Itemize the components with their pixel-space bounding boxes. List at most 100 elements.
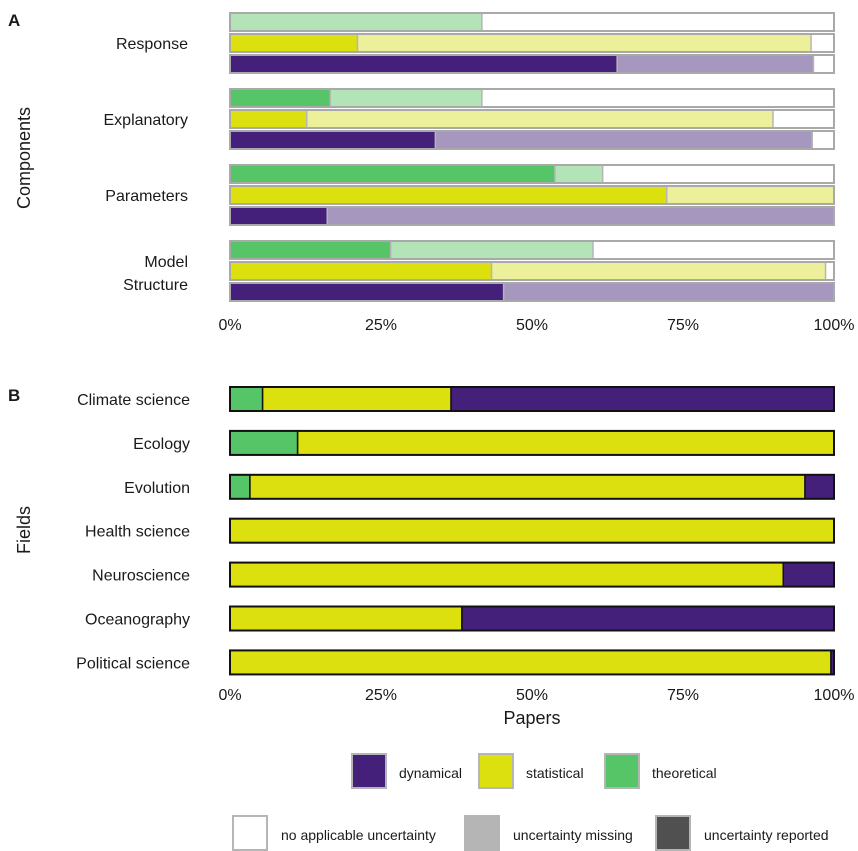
panel-b-label: B xyxy=(8,386,20,405)
panel-b-xtick: 100% xyxy=(814,687,855,704)
bar-segment-statistical-reported xyxy=(230,110,307,128)
bar-outline-theoretical xyxy=(229,88,835,108)
bar-segment-statistical-reported xyxy=(230,262,492,280)
component-label: Explanatory xyxy=(104,112,189,129)
bar-outline-statistical xyxy=(229,185,835,205)
legend: dynamical statistical theoretical no app… xyxy=(232,753,829,851)
panel-b-xlabel: Papers xyxy=(503,708,560,728)
bar-outline-theoretical xyxy=(229,240,835,260)
panel-b-chart: Climate science Ecology Evolution Health sc… xyxy=(14,386,855,728)
bar-outline-statistical xyxy=(229,261,835,281)
field-bar-outline xyxy=(229,473,835,500)
field-bar-outline xyxy=(229,429,835,456)
legend-label-reported: uncertainty reported xyxy=(704,827,829,843)
bar-segment-statistical-reported xyxy=(230,186,667,204)
legend-swatch-theoretical xyxy=(604,753,640,789)
panel-b-xtick: 25% xyxy=(365,687,397,704)
field-bar-outline xyxy=(229,517,835,544)
bar-segment-dynamical-not-applicable xyxy=(813,55,834,73)
bar-theoretical xyxy=(229,474,251,500)
field-bar-outline xyxy=(229,561,835,588)
panel-b-xtick: 0% xyxy=(218,687,241,704)
bar-outline-theoretical xyxy=(229,12,835,32)
bar-segment-dynamical-missing xyxy=(503,283,834,301)
bar-outline-theoretical xyxy=(229,164,835,184)
bar-segment-dynamical-reported xyxy=(230,283,504,301)
bar-segment-statistical-reported xyxy=(230,34,358,52)
bar-segment-dynamical-reported xyxy=(230,131,436,149)
bar-segment-dynamical-reported xyxy=(230,55,618,73)
field-label: Evolution xyxy=(124,480,190,497)
legend-swatch-reported xyxy=(655,815,691,851)
bar-segment-statistical-missing xyxy=(666,186,834,204)
legend-label-missing: uncertainty missing xyxy=(513,827,633,843)
bar-segment-theoretical-missing xyxy=(554,165,603,183)
bar-segment-theoretical-reported xyxy=(230,89,331,107)
field-label: Ecology xyxy=(133,436,190,453)
bar-segment-theoretical-reported xyxy=(230,241,391,259)
legend-label-theoretical: theoretical xyxy=(652,765,717,781)
panel-a-xtick: 0% xyxy=(218,317,241,334)
panel-a-xtick: 25% xyxy=(365,317,397,334)
bar-outline-dynamical xyxy=(229,130,835,150)
field-label: Climate science xyxy=(77,392,190,409)
bar-segment-theoretical-missing xyxy=(330,89,482,107)
component-label: Response xyxy=(116,36,188,53)
panel-b-ylabel: Fields xyxy=(14,506,34,554)
bar-segment-theoretical-not-applicable xyxy=(602,165,834,183)
legend-swatch-dynamical xyxy=(351,753,387,789)
legend-swatch-statistical xyxy=(478,753,514,789)
bar-segment-theoretical-not-applicable xyxy=(593,241,834,259)
bar-segment-theoretical-not-applicable xyxy=(481,13,834,31)
field-label: Health science xyxy=(85,524,190,541)
bar-segment-statistical-not-applicable xyxy=(811,34,834,52)
field-bar-outline xyxy=(229,605,835,632)
bar-statistical xyxy=(296,430,835,456)
bar-segment-dynamical-reported xyxy=(230,207,328,225)
component-label: Model Structure xyxy=(123,254,188,294)
field-bar-outline xyxy=(229,386,835,412)
bar-outline-dynamical xyxy=(229,54,835,74)
bar-statistical xyxy=(261,386,452,412)
panel-a-xtick: 75% xyxy=(667,317,699,334)
field-label: Oceanography xyxy=(85,612,190,629)
bar-statistical xyxy=(229,649,832,676)
panel-b-xtick: 75% xyxy=(667,687,699,704)
legend-label-dynamical: dynamical xyxy=(399,765,462,781)
panel-a-xtick: 50% xyxy=(516,317,548,334)
bar-theoretical xyxy=(229,386,264,412)
bar-outline-dynamical xyxy=(229,282,835,302)
panel-b-xtick: 50% xyxy=(516,687,548,704)
bar-segment-statistical-missing xyxy=(491,262,826,280)
bar-segment-dynamical-missing xyxy=(327,207,834,225)
bar-segment-dynamical-missing xyxy=(617,55,814,73)
bar-statistical xyxy=(229,605,463,632)
bar-outline-dynamical xyxy=(229,206,835,226)
panel-a-xtick: 100% xyxy=(814,317,855,334)
bar-statistical xyxy=(249,474,806,500)
legend-swatch-missing xyxy=(464,815,500,851)
bar-segment-theoretical-not-applicable xyxy=(481,89,834,107)
bar-segment-statistical-missing xyxy=(306,110,773,128)
bar-dynamical xyxy=(782,561,835,588)
component-label: Parameters xyxy=(105,188,188,205)
panel-a-chart: Response Explanatory Parameters Model Struct… xyxy=(14,12,855,334)
panel-a-label: A xyxy=(8,11,20,30)
bar-segment-dynamical-missing xyxy=(435,131,813,149)
bar-segment-dynamical-not-applicable xyxy=(812,131,834,149)
bar-segment-statistical-missing xyxy=(357,34,812,52)
bar-segment-theoretical-missing xyxy=(390,241,594,259)
bar-segment-theoretical-missing xyxy=(230,13,482,31)
field-bar-outline xyxy=(229,649,835,676)
bar-segment-theoretical-reported xyxy=(230,165,555,183)
field-label: Neuroscience xyxy=(92,568,190,585)
bar-theoretical xyxy=(229,430,299,456)
bar-dynamical xyxy=(450,386,835,412)
bar-outline-statistical xyxy=(229,33,835,53)
panel-a-ylabel: Components xyxy=(14,107,34,209)
legend-label-no-applicable: no applicable uncertainty xyxy=(281,827,436,843)
legend-label-statistical: statistical xyxy=(526,765,584,781)
bar-segment-statistical-not-applicable xyxy=(772,110,834,128)
bar-segment-statistical-not-applicable xyxy=(825,262,834,280)
